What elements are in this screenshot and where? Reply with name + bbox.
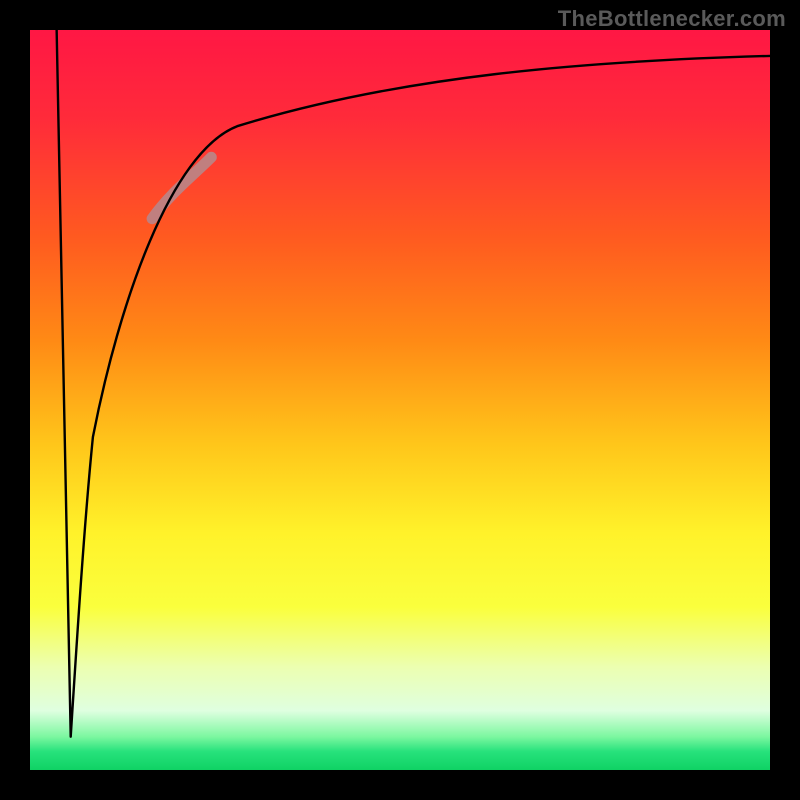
plot-background: [30, 30, 770, 770]
chart-container: TheBottlenecker.com: [0, 0, 800, 800]
watermark-text: TheBottlenecker.com: [558, 6, 786, 32]
gradient-curve-chart: [0, 0, 800, 800]
